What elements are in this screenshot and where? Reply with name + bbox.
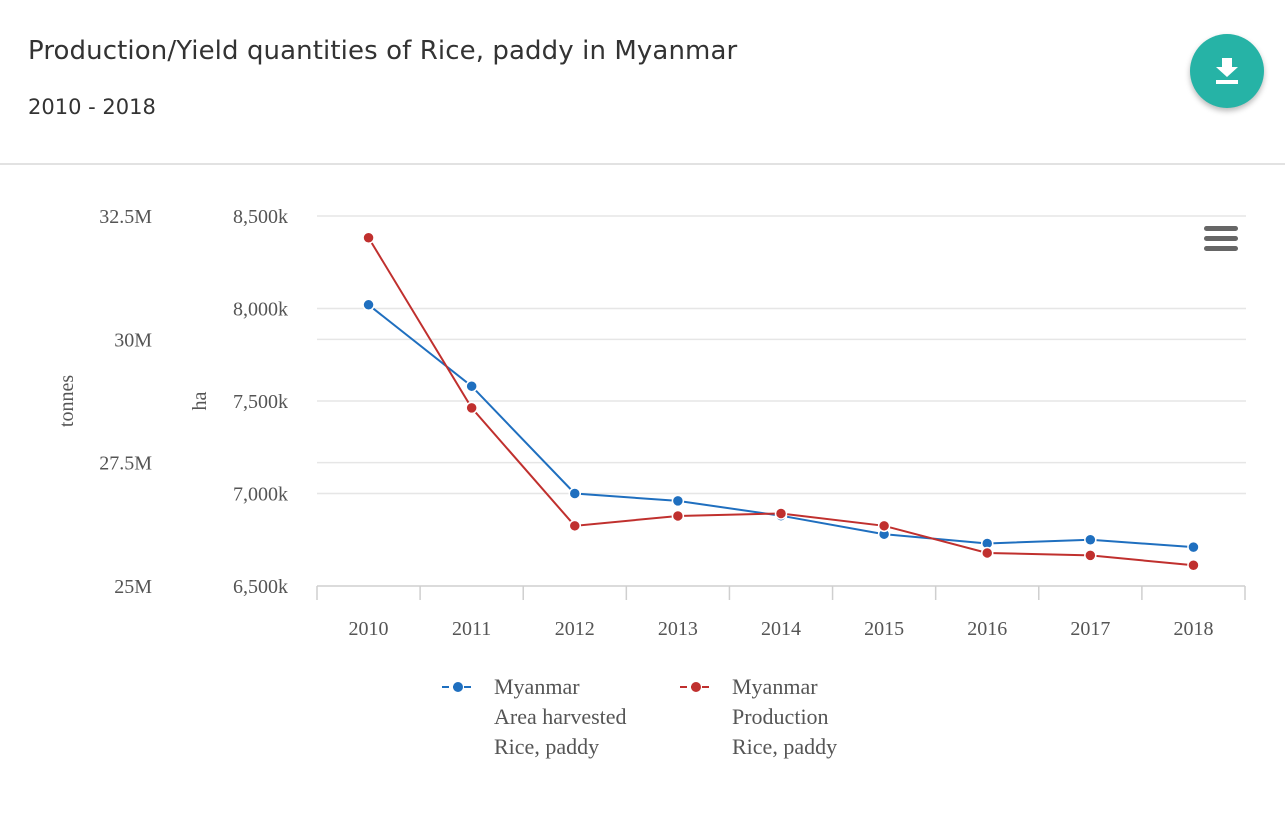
x-tick-label: 2010 — [349, 618, 389, 640]
x-tick-label: 2015 — [864, 618, 904, 640]
data-point-production — [877, 519, 891, 533]
x-axis: 2010 2011 2012 2013 2014 2015 2016 2017 2018 — [316, 585, 1246, 640]
y-tick-label-ha: 7,000k — [233, 484, 288, 506]
y-tick-label-tonnes: 27.5M — [99, 453, 152, 475]
hamburger-menu-icon — [1204, 226, 1238, 231]
series-group — [362, 231, 1200, 572]
y-tick-label-ha: 6,500k — [233, 576, 288, 598]
x-tick-label: 2012 — [555, 618, 595, 640]
x-tick-label: 2016 — [967, 618, 1007, 640]
data-point-production — [1187, 559, 1200, 572]
data-point-area-harvested — [465, 379, 478, 393]
y-tick-label-tonnes: 32.5M — [99, 206, 152, 228]
y-axis-title-ha: ha — [189, 391, 211, 410]
chart-header: Production/Yield quantities of Rice, pad… — [0, 0, 1285, 165]
legend-item-area-harvested[interactable]: Myanmar Area harvested Rice, paddy — [442, 674, 627, 759]
legend-item-production[interactable]: Myanmar Production Rice, paddy — [680, 674, 837, 759]
chart-subtitle: 2010 - 2018 — [28, 95, 156, 119]
y-axis-title-tonnes: tonnes — [56, 375, 78, 427]
legend: Myanmar Area harvested Rice, paddy Myanmar P… — [442, 674, 837, 759]
y-tick-label-ha: 8,000k — [233, 299, 288, 321]
data-point-production — [568, 519, 582, 533]
data-point-production — [980, 546, 994, 560]
legend-swatch-marker — [691, 682, 701, 692]
data-point-production — [774, 507, 788, 520]
y-tick-label-ha: 8,500k — [233, 206, 288, 228]
y-tick-label-ha: 7,500k — [233, 391, 288, 413]
data-point-production — [1084, 549, 1097, 562]
download-icon — [1216, 58, 1238, 84]
grid-lines — [317, 215, 1246, 495]
legend-swatch-marker — [453, 682, 463, 692]
data-point-area-harvested — [877, 527, 891, 541]
data-point-production — [671, 509, 685, 523]
x-tick-label: 2011 — [452, 618, 491, 640]
legend-label: Area harvested — [494, 704, 627, 729]
legend-label: Rice, paddy — [494, 734, 599, 759]
legend-label: Rice, paddy — [732, 734, 837, 759]
data-point-area-harvested — [980, 537, 994, 550]
data-point-area-harvested — [671, 494, 685, 508]
data-point-area-harvested — [1084, 533, 1097, 546]
download-button[interactable] — [1190, 34, 1264, 108]
chart-menu-button[interactable] — [1204, 226, 1240, 256]
data-point-area-harvested — [362, 298, 375, 312]
y-axis-tonnes: 32.5M 30M 27.5M 25M tonnes — [56, 206, 152, 598]
legend-label: Myanmar — [494, 674, 580, 699]
series-line-production — [367, 237, 1194, 567]
y-tick-label-tonnes: 25M — [114, 576, 152, 598]
y-axis-ha: 8,500k 8,000k 7,500k 7,000k 6,500k ha — [189, 206, 288, 598]
series-line-area-harvested — [367, 304, 1194, 549]
data-point-area-harvested — [1187, 540, 1200, 554]
legend-label: Myanmar — [732, 674, 818, 699]
chart-title: Production/Yield quantities of Rice, pad… — [28, 36, 738, 66]
data-point-production — [465, 401, 478, 415]
hamburger-menu-icon-line — [1204, 246, 1238, 251]
y-tick-label-tonnes: 30M — [114, 329, 152, 351]
x-tick-label: 2017 — [1070, 618, 1110, 640]
data-point-production — [362, 231, 375, 244]
data-point-area-harvested — [568, 487, 582, 500]
legend-label: Production — [732, 704, 829, 729]
hamburger-menu-icon-line — [1204, 236, 1238, 241]
x-tick-label: 2013 — [658, 618, 698, 640]
x-tick-label: 2018 — [1173, 618, 1213, 640]
data-point-area-harvested — [774, 509, 788, 522]
x-tick-label: 2014 — [761, 618, 801, 640]
